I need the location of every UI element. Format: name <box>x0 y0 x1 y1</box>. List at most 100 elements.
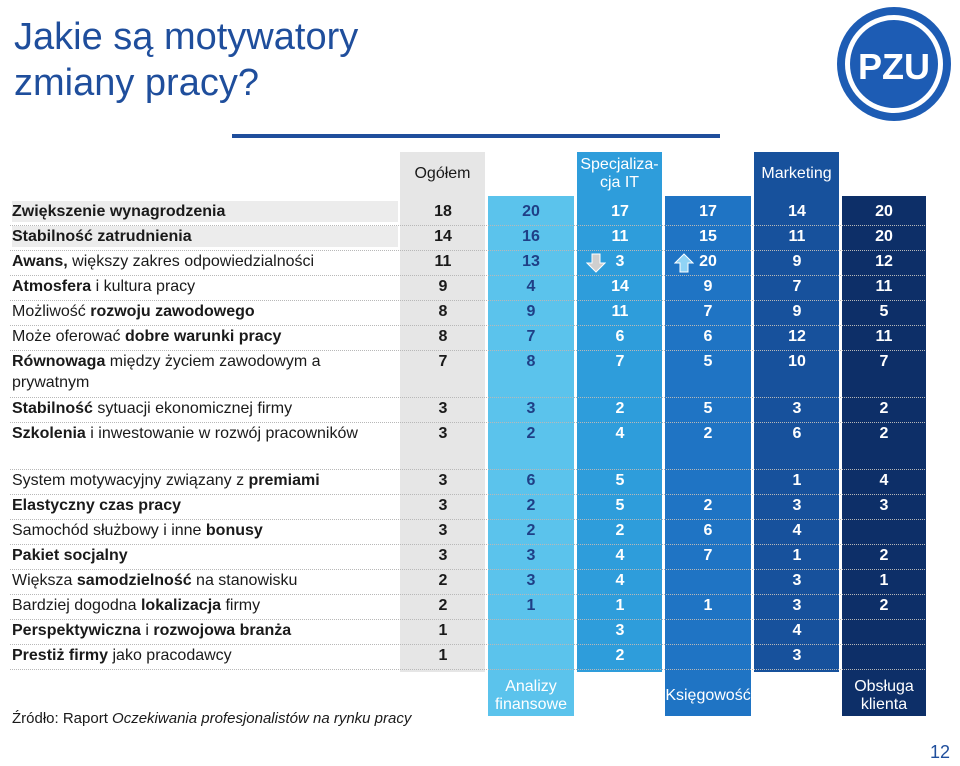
row-value: 8 <box>526 353 536 370</box>
row-value: 8 <box>438 328 448 345</box>
row-value: 3 <box>438 497 448 514</box>
arrow-down-icon <box>586 253 606 273</box>
row-value: 5 <box>703 400 713 417</box>
row-value: 3 <box>792 572 802 589</box>
row-label: Stabilność zatrudnienia <box>12 226 398 247</box>
row-value: 3 <box>438 400 448 417</box>
column-it-bg <box>577 152 662 672</box>
row-value: 2 <box>615 400 625 417</box>
row-label: Stabilność sytuacji ekonomicznej firmy <box>12 400 293 417</box>
row-label: Szkolenia i inwestowanie w rozwój pracow… <box>12 425 358 442</box>
row-value: 11 <box>875 328 893 345</box>
row-value: 3 <box>792 597 802 614</box>
column-ksiegowosc-bg <box>665 196 751 716</box>
row-value: 3 <box>615 622 625 639</box>
row-value: 7 <box>792 278 802 295</box>
row-value: 2 <box>526 522 536 539</box>
row-value: 2 <box>438 572 448 589</box>
row-divider <box>10 225 925 226</box>
row-value: 3 <box>438 547 448 564</box>
row-value: 15 <box>699 228 717 245</box>
row-value: 11 <box>611 303 629 320</box>
row-label: Perspektywiczna i rozwojowa branża <box>12 622 292 639</box>
row-value: 2 <box>438 597 448 614</box>
header-obsluga: Obsługa klienta <box>854 678 914 713</box>
row-value: 1 <box>615 597 625 614</box>
row-divider <box>10 350 925 351</box>
row-value: 7 <box>438 353 448 370</box>
row-value: 7 <box>879 353 889 370</box>
row-value: 3 <box>526 400 536 417</box>
logo-text: PZU <box>858 46 930 87</box>
row-value: 17 <box>611 203 629 220</box>
row-value: 5 <box>615 497 625 514</box>
row-value: 1 <box>703 597 713 614</box>
row-divider <box>10 594 925 595</box>
row-value: 4 <box>615 572 625 589</box>
row-value: 2 <box>615 647 625 664</box>
row-value: 16 <box>522 228 540 245</box>
pzu-logo: PZU <box>837 7 951 121</box>
row-value: 12 <box>875 253 893 270</box>
header-it: Specjaliza-cja IT <box>580 156 659 191</box>
row-value: 2 <box>526 425 536 442</box>
page-number: 12 <box>930 742 951 762</box>
row-value: 3 <box>526 572 536 589</box>
row-value: 1 <box>792 472 802 489</box>
row-label: Pakiet socjalny <box>12 547 128 564</box>
row-label: Większa samodzielność na stanowisku <box>12 572 298 589</box>
column-analizy-bg <box>488 196 574 716</box>
row-value: 5 <box>879 303 889 320</box>
row-label: Prestiż firmy jako pracodawcy <box>12 647 232 664</box>
row-value: 14 <box>788 203 806 220</box>
row-label: Możliwość rozwoju zawodowego <box>12 303 255 320</box>
row-value: 7 <box>526 328 536 345</box>
row-value: 6 <box>792 425 802 442</box>
row-value: 9 <box>792 253 802 270</box>
row-value: 1 <box>526 597 536 614</box>
row-label: System motywacyjny związany z premiami <box>12 472 320 489</box>
row-value: 11 <box>434 253 452 270</box>
row-value: 3 <box>438 425 448 442</box>
row-divider <box>10 397 925 398</box>
row-value: 18 <box>434 203 452 220</box>
header-marketing: Marketing <box>761 165 832 182</box>
row-value: 17 <box>699 203 717 220</box>
row-divider <box>10 544 925 545</box>
row-label: Może oferować dobre warunki pracy <box>12 328 282 345</box>
row-divider <box>10 250 925 251</box>
row-value: 6 <box>703 328 713 345</box>
row-value: 7 <box>703 303 713 320</box>
row-value: 13 <box>522 253 540 270</box>
row-value: 2 <box>526 497 536 514</box>
row-value: 12 <box>788 328 806 345</box>
row-value: 3 <box>792 497 802 514</box>
row-value: 3 <box>615 253 625 270</box>
row-value: 5 <box>615 472 625 489</box>
row-value: 1 <box>879 572 889 589</box>
row-value: 1 <box>438 622 448 639</box>
row-divider <box>10 300 925 301</box>
row-value: 20 <box>522 203 540 220</box>
row-label: Awans, większy zakres odpowiedzialności <box>12 253 315 270</box>
row-value: 9 <box>792 303 802 320</box>
row-value: 3 <box>526 547 536 564</box>
column-ogolem-bg <box>400 152 485 672</box>
row-value: 2 <box>879 597 889 614</box>
row-value: 3 <box>438 522 448 539</box>
row-value: 5 <box>703 353 713 370</box>
row-value: 8 <box>438 303 448 320</box>
row-value: 20 <box>875 203 893 220</box>
row-value: 6 <box>703 522 713 539</box>
row-label: Równowaga między życiem zawodowym a pryw… <box>12 353 321 391</box>
row-value: 9 <box>438 278 448 295</box>
row-value: 3 <box>792 400 802 417</box>
row-value: 2 <box>879 400 889 417</box>
row-value: 7 <box>703 547 713 564</box>
row-value: 1 <box>792 547 802 564</box>
row-label: Bardziej dogodna lokalizacja firmy <box>12 597 261 614</box>
row-value: 20 <box>699 253 717 270</box>
row-divider <box>10 422 925 423</box>
row-value: 11 <box>875 278 893 295</box>
arrow-up-icon <box>674 253 694 273</box>
